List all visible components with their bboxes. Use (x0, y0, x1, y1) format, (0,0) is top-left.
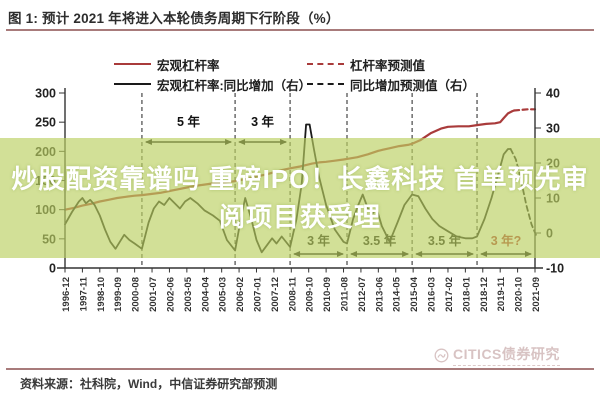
x-tick-label: 2007-12 (270, 277, 281, 312)
x-tick-label: 2004-04 (200, 276, 211, 312)
footer-divider (6, 368, 594, 370)
series-dashed-leverage (512, 108, 537, 112)
black-dashed-line-swatch (307, 83, 344, 85)
x-tick-label: 2013-06 (374, 277, 385, 312)
legend-item-yoy: 宏观杠杆率:同比增加（右） (114, 76, 312, 93)
x-tick-label: 2008-11 (287, 276, 298, 311)
black-solid-line-swatch (114, 83, 151, 85)
x-tick-label: 2011-08 (340, 277, 351, 311)
source-note: 资料来源：社科院，Wind，中信证券研究部预测 (20, 377, 278, 391)
y-left-tick-label: 300 (35, 87, 56, 101)
x-tick-label: 1999-09 (113, 277, 124, 312)
banner-text-line2: 阅项目获受理 (218, 202, 381, 232)
y-left-tick-label: 0 (49, 262, 56, 276)
legend-item-leverage-forecast: 杠杆率预测值 (307, 56, 426, 73)
x-tick-label: 2003-05 (183, 276, 194, 312)
x-tick-label: 2019-11 (496, 276, 507, 311)
y-right-tick-label: -10 (546, 262, 564, 276)
citics-watermark: CITICS债券研究 (434, 344, 560, 366)
x-tick-label: 2005-03 (218, 277, 229, 312)
watermark-text: CITICS债券研究 (453, 344, 560, 366)
legend-label: 宏观杠杆率 (157, 58, 220, 73)
x-tick-label: 2021-09 (531, 277, 542, 312)
red-solid-line-swatch (114, 63, 151, 65)
x-tick-label: 1996-12 (61, 277, 72, 312)
period-label: 3 年 (251, 114, 274, 129)
x-tick-label: 2020-10 (514, 277, 525, 312)
period-label: 5 年 (177, 114, 200, 129)
y-right-tick-label: 30 (546, 122, 560, 136)
legend-label: 同比增加预测值（右） (350, 78, 476, 93)
x-tick-label: 2009-10 (305, 277, 316, 312)
x-tick-label: 2015-04 (409, 276, 420, 312)
x-tick-label: 2000-08 (131, 277, 142, 312)
legend-item-yoy-forecast: 同比增加预测值（右） (307, 76, 476, 93)
x-tick-label: 2001-07 (148, 277, 159, 312)
banner-text-line1: 炒股配资靠谱吗 重磅IPO！长鑫科技 首单预先审 (11, 164, 589, 194)
x-tick-label: 2002-06 (165, 277, 176, 312)
legend-label: 宏观杠杆率:同比增加（右） (157, 78, 312, 93)
x-tick-label: 2018-12 (479, 277, 490, 312)
x-tick-label: 1998-10 (96, 277, 107, 312)
overlay-banner: 炒股配资靠谱吗 重磅IPO！长鑫科技 首单预先审 阅项目获受理 (0, 138, 600, 258)
x-tick-label: 2012-07 (357, 277, 368, 312)
y-right-tick-label: 40 (546, 87, 560, 101)
x-tick-label: 2014-05 (392, 276, 403, 312)
x-tick-label: 2010-09 (322, 277, 333, 312)
x-tick-label: 2017-02 (444, 277, 455, 312)
citics-logo-icon (434, 348, 449, 362)
figure-title: 图 1: 预计 2021 年将进入本轮债务周期下行阶段（%） (8, 11, 340, 26)
legend-label: 杠杆率预测值 (350, 58, 426, 73)
x-tick-label: 2007-01 (252, 276, 263, 312)
red-dashed-line-swatch (307, 63, 344, 65)
chart-axes: 300250200150100500403020100-101996-12199… (35, 87, 564, 312)
x-tick-label: 2006-02 (235, 277, 246, 312)
title-divider (6, 29, 594, 31)
x-tick-label: 2018-01 (461, 276, 472, 312)
y-left-tick-label: 250 (35, 116, 56, 130)
legend-item-leverage: 宏观杠杆率 (114, 56, 220, 73)
x-tick-label: 2016-03 (427, 277, 438, 312)
x-tick-label: 1997-11 (78, 276, 89, 311)
